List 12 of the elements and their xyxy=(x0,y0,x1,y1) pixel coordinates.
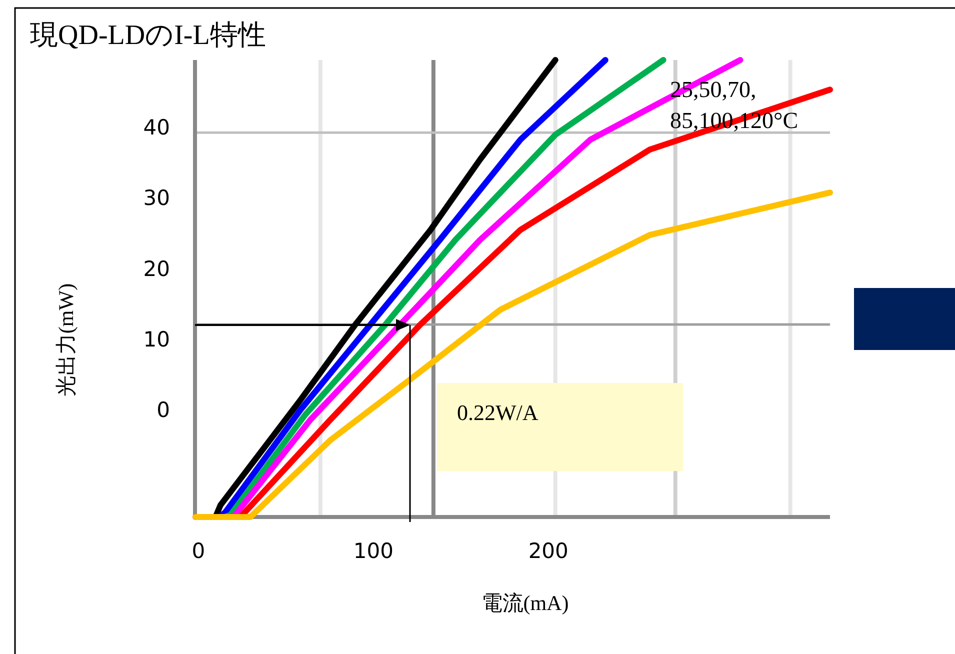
x-tick-label: 0 xyxy=(192,539,206,563)
y-tick-label: 40 xyxy=(143,116,170,140)
y-tick-label: 10 xyxy=(143,327,170,352)
y-axis-title: 光出力(mW) xyxy=(54,283,78,397)
x-tick-label: 200 xyxy=(528,539,568,563)
y-tick-label: 0 xyxy=(156,398,170,422)
x-tick-label: 100 xyxy=(353,539,394,563)
annotation: 0.22W/A xyxy=(457,400,538,425)
y-tick-label: 20 xyxy=(143,256,170,281)
y-tick-label: 30 xyxy=(143,186,170,210)
x-axis-title: 電流(mA) xyxy=(481,591,569,615)
chart-title: 現QD-LDのI-L特性 xyxy=(30,20,266,51)
